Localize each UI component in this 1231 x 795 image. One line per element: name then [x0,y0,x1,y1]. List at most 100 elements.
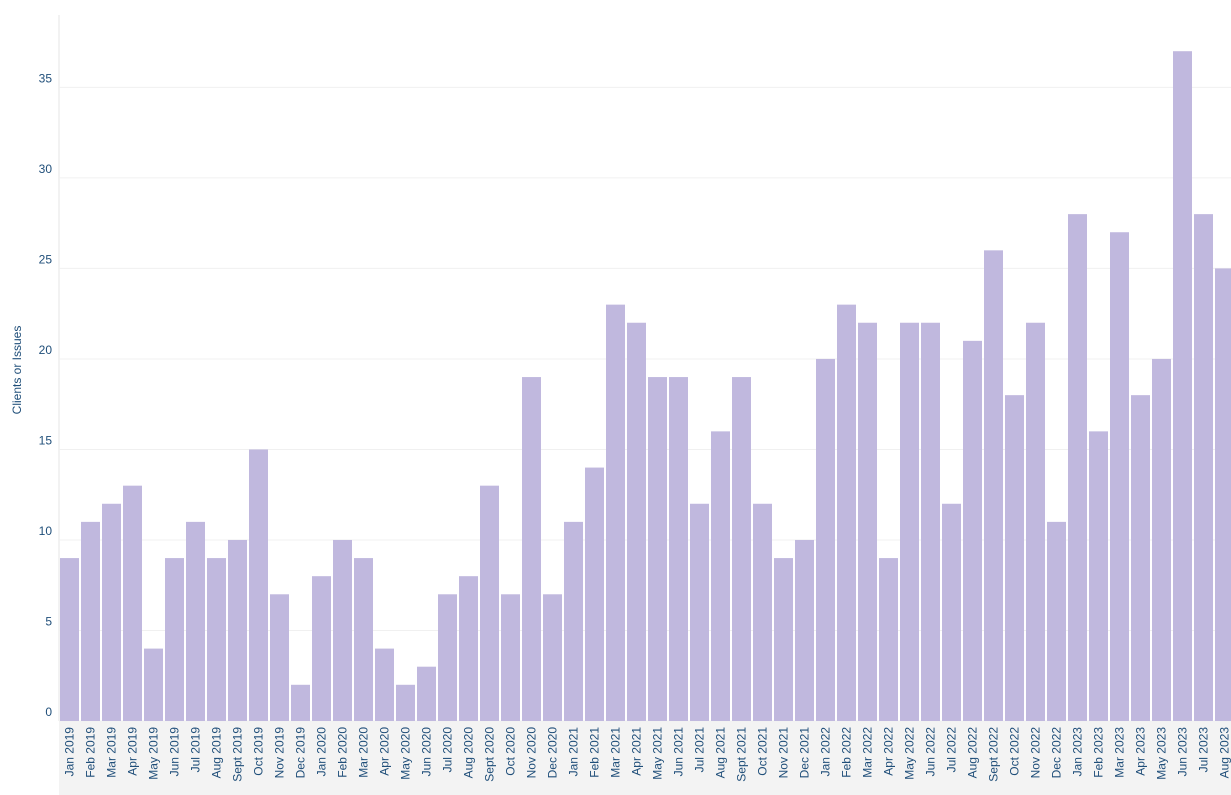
bar [1152,358,1171,721]
bar [60,558,79,721]
x-tick-label: May 2023 [1155,727,1169,780]
y-tick-label: 0 [45,705,52,719]
bar [564,521,583,721]
bar [543,594,562,721]
bar [627,322,646,721]
bar [333,539,352,721]
bar [711,431,730,721]
x-tick-label: Apr 2022 [882,727,896,776]
bar [396,684,415,721]
bar [795,539,814,721]
bar [879,558,898,721]
x-tick-label: Apr 2020 [378,727,392,776]
x-tick-label: Sept 2020 [483,727,497,782]
y-tick-label: 15 [39,434,53,448]
bar [123,485,142,721]
x-tick-label: Jun 2020 [420,727,434,777]
x-tick-label: Mar 2022 [861,727,875,778]
x-tick-label: Aug 2022 [966,727,980,779]
x-tick-label: Jan 2023 [1071,727,1085,777]
bar [732,377,751,721]
bar [1068,214,1087,721]
x-tick-label: Feb 2019 [84,727,98,778]
x-tick-label: May 2020 [399,727,413,780]
x-tick-label: Mar 2023 [1113,727,1127,778]
x-tick-label: Aug 2020 [462,727,476,779]
y-axis-title: Clients or Issues [10,326,24,415]
bar [669,377,688,721]
x-tick-label: Sept 2021 [735,727,749,782]
y-tick-label: 30 [39,162,53,176]
bar [270,594,289,721]
bar [1005,395,1024,721]
x-tick-label: Aug 2023 [1218,727,1231,779]
x-tick-label: Mar 2020 [357,727,371,778]
x-tick-label: Mar 2021 [609,727,623,778]
y-tick-label: 10 [39,524,53,538]
x-tick-label: Oct 2019 [252,727,266,776]
bar [921,322,940,721]
x-tick-label: Jun 2019 [168,727,182,777]
bar [417,666,436,721]
bar [438,594,457,721]
bar [963,340,982,721]
x-tick-label: May 2021 [651,727,665,780]
y-tick-label: 5 [45,615,52,629]
bar [81,521,100,721]
bar [375,648,394,721]
x-tick-label: Aug 2019 [210,727,224,779]
x-tick-label: Jun 2022 [924,727,938,777]
bar [1047,521,1066,721]
x-tick-label: Apr 2023 [1134,727,1148,776]
bar [522,377,541,721]
x-tick-label: Jul 2022 [945,727,959,773]
bar [207,558,226,721]
x-tick-label: Apr 2019 [126,727,140,776]
x-tick-label: Dec 2021 [798,727,812,779]
y-tick-label: 20 [39,343,53,357]
x-tick-label: Sept 2019 [231,727,245,782]
x-tick-label: Oct 2021 [756,727,770,776]
x-tick-label: Nov 2022 [1029,727,1043,779]
bar [165,558,184,721]
x-tick-label: Jun 2021 [672,727,686,777]
bar [774,558,793,721]
x-tick-label: Jan 2021 [567,727,581,777]
x-tick-label: Jul 2021 [693,727,707,773]
bar [144,648,163,721]
x-tick-label: Apr 2021 [630,727,644,776]
bar [354,558,373,721]
bar [459,576,478,721]
x-tick-label: Nov 2019 [273,727,287,779]
bar [1131,395,1150,721]
bar [312,576,331,721]
bar [480,485,499,721]
bar [249,449,268,721]
bar [501,594,520,721]
x-tick-label: Aug 2021 [714,727,728,779]
y-tick-label: 35 [39,72,53,86]
bar [1110,232,1129,721]
bar [984,250,1003,722]
bar [228,539,247,721]
x-tick-label: Jun 2023 [1176,727,1190,777]
bar [837,304,856,721]
x-tick-label: Jan 2019 [63,727,77,777]
bar [291,684,310,721]
x-tick-label: Dec 2019 [294,727,308,779]
x-tick-label: Dec 2020 [546,727,560,779]
bar [753,503,772,721]
x-tick-label: Nov 2021 [777,727,791,779]
bar [102,503,121,721]
y-tick-label: 25 [39,253,53,267]
x-tick-label: Mar 2019 [105,727,119,778]
x-tick-label: Jan 2022 [819,727,833,777]
bar [858,322,877,721]
x-tick-label: Feb 2021 [588,727,602,778]
x-tick-label: Feb 2023 [1092,727,1106,778]
x-tick-label: Sept 2022 [987,727,1001,782]
bar [942,503,961,721]
bar [648,377,667,721]
x-tick-label: Dec 2022 [1050,727,1064,779]
